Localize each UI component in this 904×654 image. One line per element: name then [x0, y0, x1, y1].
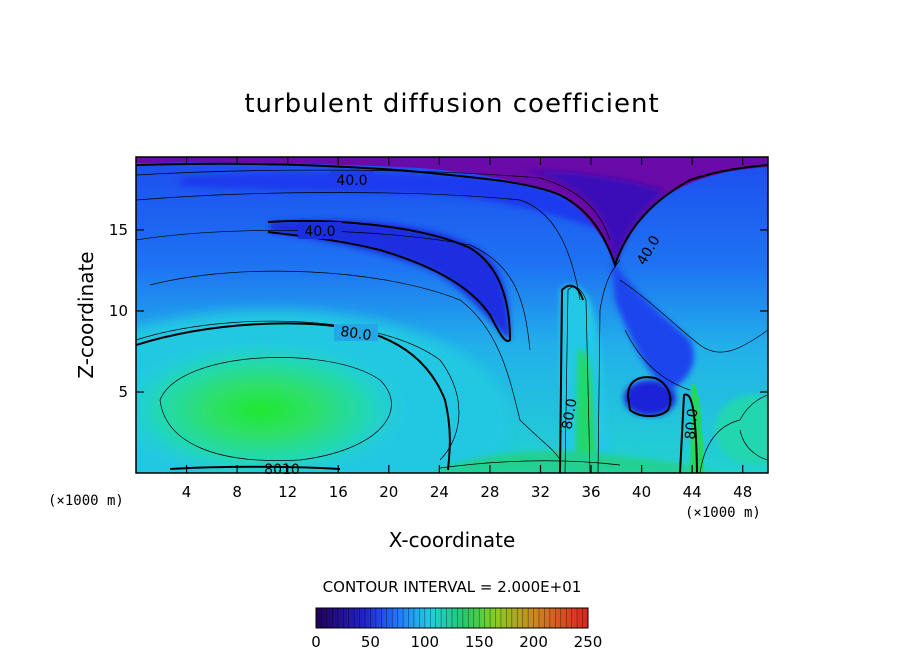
chart-title: turbulent diffusion coefficient: [244, 89, 659, 119]
colorbar-frame: [315, 607, 589, 629]
contour-label: 8010: [264, 462, 300, 478]
x-axis-label: X-coordinate: [389, 528, 516, 552]
colorbar-tick-label: 50: [361, 633, 380, 651]
colorbar-stripes: [321, 608, 583, 628]
x-tick-label: 24: [430, 483, 449, 501]
x-tick-label: 8: [232, 483, 242, 501]
x-tick-label: 12: [278, 483, 297, 501]
contour-label: 80.0: [559, 397, 580, 430]
contour-lines-thin: [136, 169, 768, 473]
colorbar: 0 50 100 150 200 250: [311, 607, 602, 651]
contour-interval-text: CONTOUR INTERVAL = 2.000E+01: [323, 578, 582, 596]
x-tick-label: 36: [581, 483, 600, 501]
colorbar-tick-label: 0: [311, 633, 321, 651]
y-axis-ticks: 5 10 15: [109, 221, 768, 401]
y-axis-label: Z-coordinate: [74, 251, 98, 378]
colorbar-tick-label: 150: [465, 633, 494, 651]
contour-label-group: 40.0 40.0 80.0 40.0 80.0 80.0 8010: [264, 171, 701, 478]
x-tick-label: 4: [182, 483, 192, 501]
colorbar-tick-label: 250: [574, 633, 603, 651]
x-tick-label: 28: [480, 483, 499, 501]
x-tick-label: 32: [531, 483, 550, 501]
x-unit-left: (×1000 m): [48, 493, 124, 509]
y-tick-label: 5: [118, 383, 128, 401]
contour-lines-thick: [136, 162, 768, 473]
colorbar-tick-label: 100: [410, 633, 439, 651]
y-tick-label: 10: [109, 302, 128, 320]
colorbar-tick-label: 200: [519, 633, 548, 651]
x-tick-label: 20: [379, 483, 398, 501]
heatmap-field: [136, 157, 768, 473]
contour-label: 80.0: [683, 408, 702, 440]
x-tick-label: 40: [632, 483, 651, 501]
x-tick-label: 16: [329, 483, 348, 501]
contour-label: 80.0: [339, 324, 372, 344]
x-unit-right: (×1000 m): [685, 505, 761, 521]
y-tick-label: 15: [109, 221, 128, 239]
x-tick-label: 44: [683, 483, 702, 501]
contour-label: 40.0: [336, 173, 367, 189]
x-axis-ticks: 4 8 12 16 20 24 28 32 36 40 44 48: [182, 157, 752, 501]
colorbar-ticks: 0 50 100 150 200 250: [311, 633, 602, 651]
contour-label: 40.0: [304, 224, 335, 240]
plot-frame: [135, 156, 769, 474]
x-tick-label: 48: [733, 483, 752, 501]
